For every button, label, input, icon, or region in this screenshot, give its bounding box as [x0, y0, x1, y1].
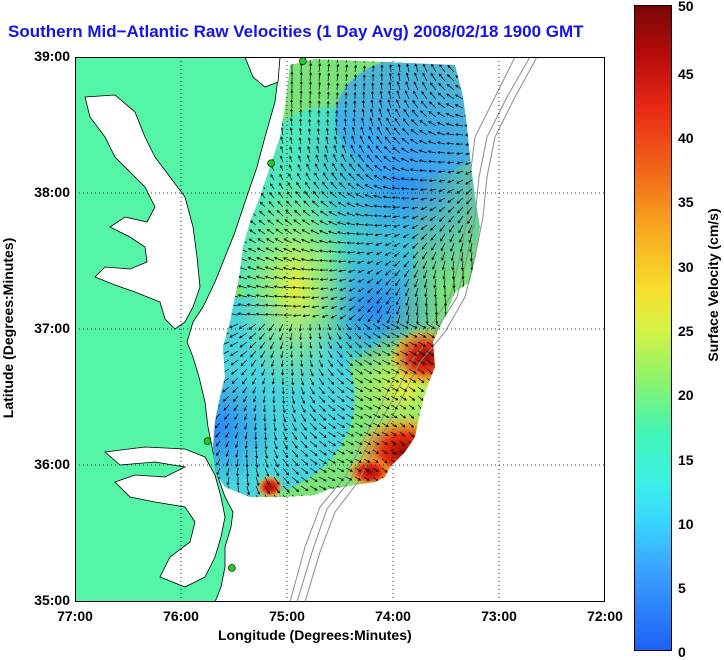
colorbar-tick: 45: [678, 66, 694, 82]
velocity-field: [213, 59, 480, 497]
plot-frame: [75, 57, 605, 602]
colorbar-tick: 25: [678, 323, 694, 339]
map-plot-area: [75, 57, 605, 602]
colorbar-tick: 20: [678, 387, 694, 403]
x-tick-label: 74:00: [375, 608, 411, 624]
y-tick-label: 36:00: [34, 456, 70, 472]
x-tick-label: 73:00: [481, 608, 517, 624]
pamlico-sound: [104, 446, 226, 588]
station-marker: [267, 159, 275, 168]
velocity-vectors: [213, 59, 477, 497]
x-tick-label: 75:00: [269, 608, 305, 624]
colorbar-tick: 15: [678, 452, 694, 468]
colorbar-label: Surface Velocity (cm/s): [705, 208, 721, 362]
chart-title: Southern Mid−Atlantic Raw Velocities (1 …: [8, 22, 584, 41]
y-tick-label: 37:00: [34, 320, 70, 336]
x-tick-label: 72:00: [587, 608, 623, 624]
station-marker: [299, 57, 307, 65]
stations: [203, 57, 307, 572]
x-axis-label: Longitude (Degrees:Minutes): [218, 627, 412, 643]
colorbar-tick: 40: [678, 130, 694, 146]
colorbar-tick: 0: [678, 644, 686, 660]
colorbar: [634, 5, 672, 651]
colorbar-tick: 35: [678, 194, 694, 210]
bathymetry-contours: [289, 57, 538, 602]
y-tick-label: 39:00: [34, 48, 70, 64]
y-tick-label: 35:00: [34, 592, 70, 608]
delaware-bay: [244, 57, 281, 88]
station-marker: [228, 564, 236, 572]
x-tick-label: 77:00: [57, 608, 93, 624]
colorbar-tick: 5: [678, 580, 686, 596]
colorbar-tick: 30: [678, 259, 694, 275]
colorbar-tick: 50: [678, 0, 694, 14]
station-marker: [203, 437, 212, 446]
land-mass: [75, 57, 281, 602]
grid-lines: [75, 57, 605, 602]
x-tick-label: 76:00: [163, 608, 199, 624]
chesapeake-bay: [84, 94, 201, 330]
vector-arrows: [213, 59, 477, 497]
y-tick-label: 38:00: [34, 184, 70, 200]
y-axis-label: Latitude (Degrees:Minutes): [0, 237, 16, 419]
colorbar-tick: 10: [678, 516, 694, 532]
